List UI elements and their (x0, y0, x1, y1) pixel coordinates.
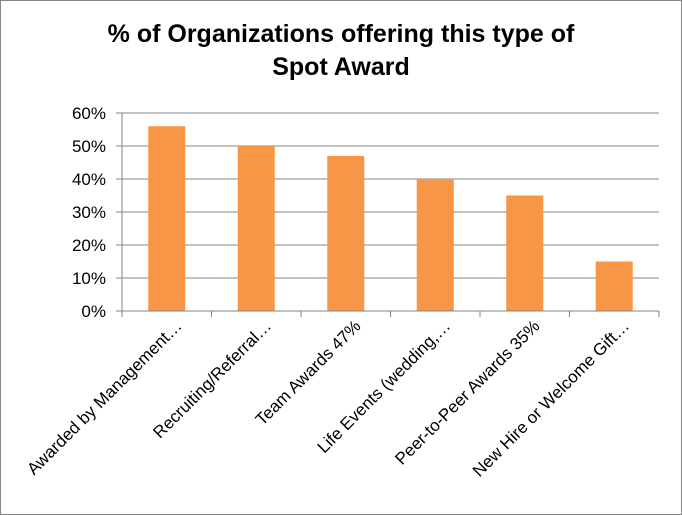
x-tick-label: New Hire or Welcome Gift… (469, 316, 633, 480)
bar (148, 126, 186, 311)
bar (506, 195, 544, 311)
bar (595, 261, 633, 311)
y-tick-label: 0% (81, 302, 106, 321)
y-tick-label: 40% (72, 170, 106, 189)
bar (237, 146, 275, 311)
y-tick-label: 50% (72, 137, 106, 156)
chart-title-line-2: Spot Award (272, 53, 410, 81)
x-tick-label: Awarded by Management… (23, 316, 185, 478)
y-tick-label: 10% (72, 269, 106, 288)
bar (416, 179, 454, 311)
y-tick-label: 20% (72, 236, 106, 255)
chart-title: % of Organizations offering this type of… (0, 18, 682, 84)
bar (327, 155, 365, 311)
y-tick-label: 30% (72, 203, 106, 222)
chart-title-line-1: % of Organizations offering this type of (107, 20, 575, 48)
x-tick-label: Peer-to-Peer Awards 35% (391, 316, 543, 468)
y-tick-label: 60% (72, 104, 106, 123)
